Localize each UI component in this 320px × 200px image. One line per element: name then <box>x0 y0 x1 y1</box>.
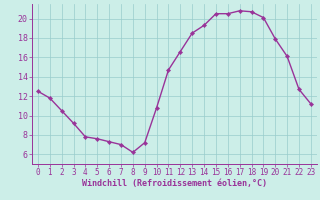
X-axis label: Windchill (Refroidissement éolien,°C): Windchill (Refroidissement éolien,°C) <box>82 179 267 188</box>
